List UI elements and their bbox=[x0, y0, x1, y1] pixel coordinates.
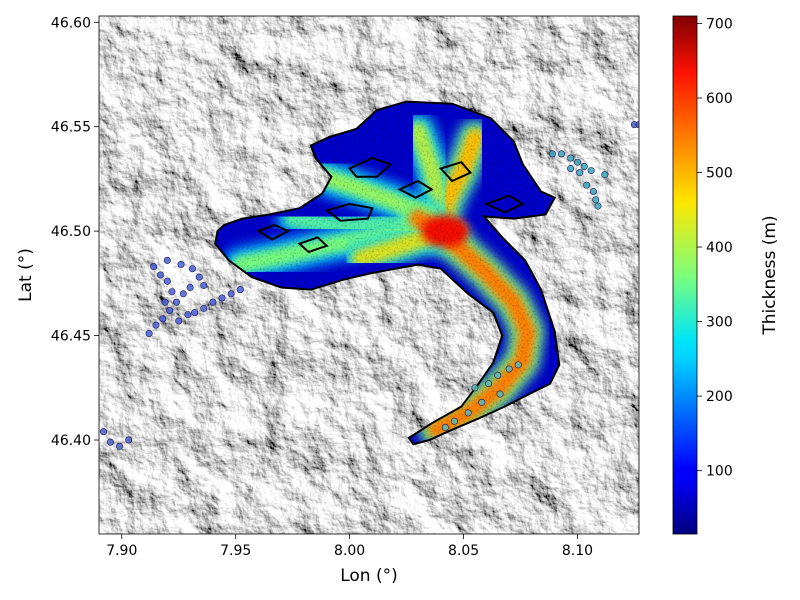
colorbar: 100 200 300 400 500 600 700 Thickness (m) bbox=[672, 15, 780, 535]
scatter-point bbox=[145, 329, 153, 337]
x-tick-label: 7.90 bbox=[106, 543, 137, 559]
scatter-point bbox=[191, 309, 199, 317]
scatter-point bbox=[478, 398, 486, 406]
scatter-point bbox=[496, 390, 504, 398]
scatter-point bbox=[172, 298, 180, 306]
scatter-point bbox=[494, 371, 502, 379]
y-tick-label: 46.45 bbox=[51, 329, 91, 345]
colorbar-tick-label: 300 bbox=[706, 315, 733, 331]
colorbar-tick-label: 600 bbox=[706, 91, 733, 107]
scatter-point bbox=[106, 438, 114, 446]
scatter-point bbox=[567, 154, 575, 162]
colorbar-label: Thickness (m) bbox=[760, 215, 780, 335]
scatter-point bbox=[184, 311, 192, 319]
x-tick-label: 8.05 bbox=[448, 543, 479, 559]
scatter-point bbox=[471, 384, 479, 392]
scatter-point bbox=[100, 428, 108, 436]
scatter-point bbox=[150, 263, 158, 271]
scatter-point bbox=[163, 277, 171, 285]
y-axis: 46.40 46.45 46.50 46.55 46.60 bbox=[51, 15, 99, 449]
scatter-point bbox=[505, 365, 513, 373]
colorbar-ticks: 100 200 300 400 500 600 700 bbox=[697, 16, 733, 480]
scatter-point bbox=[175, 317, 183, 325]
plot-frame bbox=[98, 15, 640, 535]
scatter-point bbox=[168, 288, 176, 296]
terrain-hillshade bbox=[99, 16, 639, 534]
scatter-point bbox=[163, 256, 171, 264]
scatter-point bbox=[580, 162, 588, 170]
scatter-point bbox=[195, 273, 203, 281]
scatter-point bbox=[236, 286, 244, 294]
colorbar-tick-label: 200 bbox=[706, 389, 733, 405]
scatter-point bbox=[116, 442, 124, 450]
colorbar-tick-label: 500 bbox=[706, 166, 733, 182]
scatter-point bbox=[576, 169, 584, 177]
scatter-point bbox=[594, 202, 602, 210]
scatter-point bbox=[514, 361, 522, 369]
scatter-point bbox=[200, 304, 208, 312]
scatter-point bbox=[464, 409, 472, 417]
scatter-point bbox=[157, 271, 165, 279]
x-axis: 7.90 7.95 8.00 8.05 8.10 bbox=[106, 534, 593, 559]
glacier-outline bbox=[214, 100, 561, 446]
scatter-point bbox=[558, 150, 566, 158]
scatter-point bbox=[567, 164, 575, 172]
x-axis-title: Lon (°) bbox=[340, 566, 398, 586]
y-axis-title: Lat (°) bbox=[16, 248, 36, 302]
scatter-point bbox=[200, 281, 208, 289]
scatter-point bbox=[159, 315, 167, 323]
scatter-point bbox=[186, 284, 194, 292]
scatter-layer bbox=[100, 121, 639, 450]
x-tick-label: 7.95 bbox=[220, 543, 251, 559]
scatter-point bbox=[485, 380, 493, 388]
scatter-point bbox=[125, 436, 133, 444]
scatter-point bbox=[573, 158, 581, 166]
colorbar-gradient bbox=[672, 15, 698, 535]
y-tick-label: 46.60 bbox=[51, 15, 91, 31]
plot-area bbox=[99, 16, 639, 534]
colorbar-tick-label: 100 bbox=[706, 464, 733, 480]
scatter-point bbox=[209, 298, 217, 306]
scatter-point bbox=[179, 290, 187, 298]
scatter-point bbox=[188, 265, 196, 273]
scatter-point bbox=[589, 187, 597, 195]
scatter-point bbox=[152, 321, 160, 329]
x-tick-label: 8.10 bbox=[562, 543, 593, 559]
y-tick-label: 46.50 bbox=[51, 224, 91, 240]
scatter-point bbox=[587, 167, 595, 175]
scatter-point bbox=[218, 294, 226, 302]
scatter-point bbox=[548, 150, 556, 158]
y-tick-label: 46.55 bbox=[51, 120, 91, 136]
y-tick-label: 46.40 bbox=[51, 433, 91, 449]
scatter-point bbox=[166, 307, 174, 315]
scatter-point bbox=[161, 298, 169, 306]
scatter-point bbox=[177, 261, 185, 269]
scatter-point bbox=[441, 423, 449, 431]
colorbar-tick-label: 700 bbox=[706, 16, 733, 32]
x-tick-label: 8.00 bbox=[334, 543, 365, 559]
scatter-point bbox=[592, 196, 600, 204]
colorbar-tick-label: 400 bbox=[706, 240, 733, 256]
scatter-point bbox=[583, 181, 591, 189]
scatter-point bbox=[601, 171, 609, 179]
scatter-point bbox=[227, 290, 235, 298]
scatter-point bbox=[450, 417, 458, 425]
